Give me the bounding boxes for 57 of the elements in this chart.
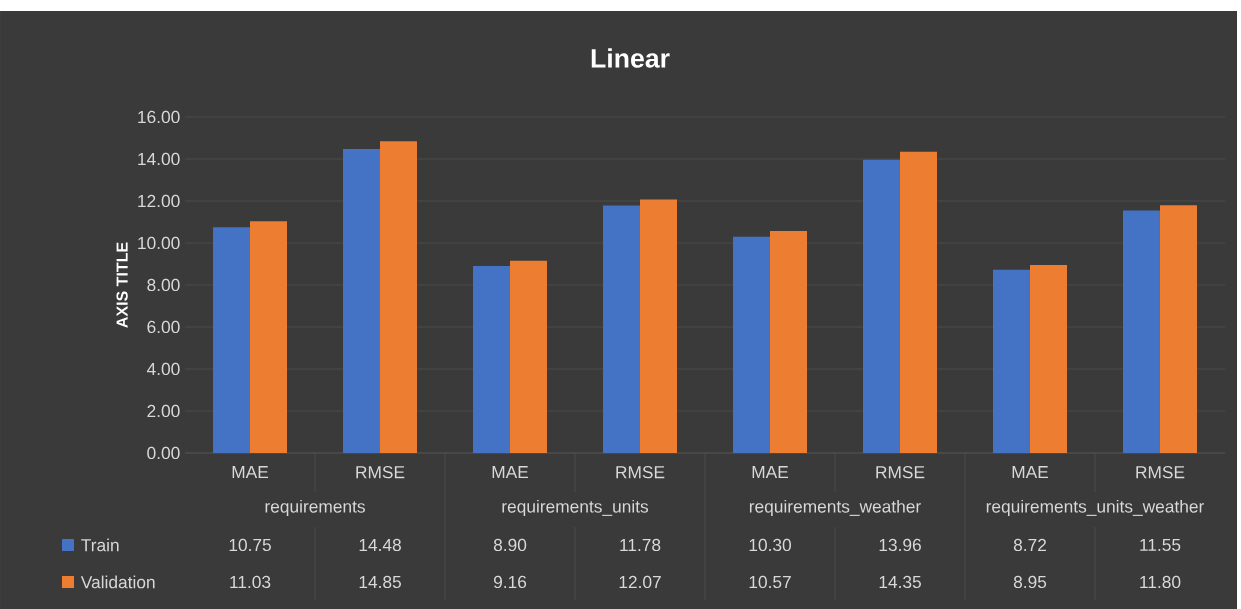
- x-tick-label: MAE: [752, 466, 789, 478]
- bar: [603, 205, 641, 453]
- data-label: 8.72: [1013, 538, 1046, 552]
- data-label: 8.90: [493, 538, 527, 552]
- y-tick-label: 10.00: [138, 236, 180, 250]
- x-tick-label: RMSE: [876, 466, 925, 479]
- bar: [733, 236, 770, 453]
- bar: [1123, 210, 1160, 453]
- x-tick-label: RMSE: [1136, 466, 1185, 479]
- bar: [1030, 265, 1067, 453]
- text: requirements_weather: [749, 499, 921, 517]
- data-label: 11.03: [230, 575, 271, 589]
- bar: [640, 199, 677, 453]
- bar: [510, 260, 548, 453]
- x-tick-label: MAE: [1012, 466, 1049, 478]
- data-label: 10.75: [229, 538, 271, 552]
- x-tick-label: RMSE: [616, 466, 665, 479]
- bar: [250, 221, 288, 453]
- text: requirements_units: [502, 499, 649, 517]
- x-tick-label: RMSE: [356, 466, 405, 479]
- y-tick-label: 2.00: [147, 404, 180, 418]
- y-tick-label: 12.00: [138, 194, 180, 208]
- data-label: 11.80: [1140, 575, 1181, 589]
- bar: [380, 141, 418, 453]
- data-label: 11.78: [620, 538, 661, 552]
- bar: [343, 148, 381, 453]
- bar: [213, 227, 251, 453]
- data-label: 10.30: [749, 538, 792, 552]
- data-label: 8.95: [1013, 575, 1047, 589]
- text: requirements: [265, 499, 365, 517]
- data-label: 12.07: [619, 575, 661, 589]
- y-tick-label: 4.00: [146, 362, 180, 376]
- y-tick-label: 16.00: [138, 110, 180, 124]
- chart-title: Linear: [591, 48, 670, 68]
- y-axis-title: AXIS TITLE: [116, 242, 128, 328]
- x-tick-label: MAE: [492, 466, 529, 478]
- y-tick-label: 0.00: [147, 446, 180, 460]
- bar: [1160, 205, 1197, 453]
- data-label: 13.96: [879, 538, 921, 552]
- bar: [473, 266, 511, 453]
- bar: [770, 231, 807, 453]
- data-label: 9.16: [493, 575, 527, 589]
- data-label: 14.48: [359, 538, 401, 552]
- data-label: 14.35: [879, 575, 921, 589]
- legend-label: Train: [81, 538, 119, 552]
- y-tick-label: 6.00: [147, 320, 180, 334]
- bar: [993, 269, 1030, 453]
- data-label: 11.55: [1140, 538, 1181, 552]
- data-label: 10.57: [749, 575, 791, 589]
- text: requirements_units_weather: [986, 499, 1205, 517]
- legend-label: Validation: [80, 575, 155, 589]
- bar: [863, 159, 900, 453]
- data-label: 14.85: [359, 575, 401, 589]
- bar: [900, 151, 937, 453]
- y-tick-label: 8.00: [147, 278, 180, 292]
- y-tick-label: 14.00: [138, 152, 180, 166]
- x-tick-label: MAE: [232, 466, 269, 478]
